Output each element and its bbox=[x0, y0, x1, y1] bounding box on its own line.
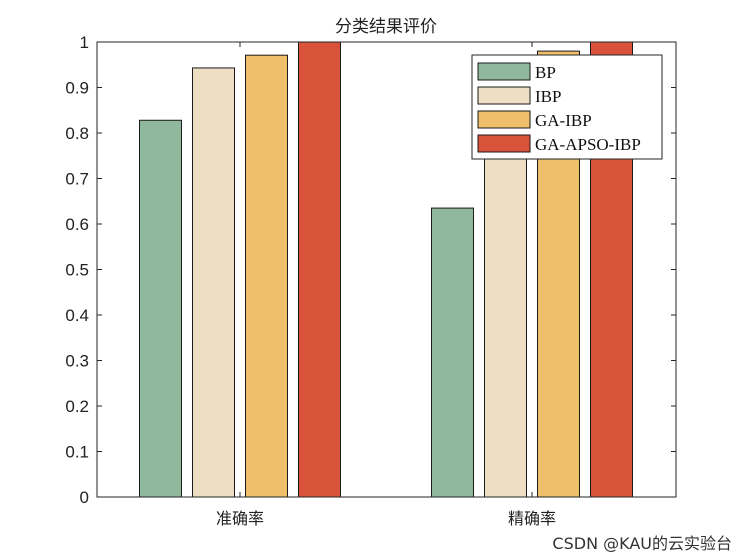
bar-ga-ibp-1 bbox=[245, 54, 288, 498]
legend-label-ga-apso-ibp: GA-APSO-IBP bbox=[535, 135, 641, 154]
y-tick-label: 1 bbox=[80, 33, 89, 52]
y-ticks-group: 0 0.1 0.2 0.3 0.4 0.5 0.6 0.7 0.8 0.9 1 bbox=[65, 33, 676, 507]
legend-label-ga-ibp: GA-IBP bbox=[535, 111, 592, 130]
x-tick-label: 精确率 bbox=[508, 509, 556, 528]
y-tick-label: 0.2 bbox=[65, 397, 89, 416]
y-tick-label: 0.3 bbox=[65, 352, 89, 371]
y-tick-label: 0.5 bbox=[65, 261, 89, 280]
y-tick-label: 0.8 bbox=[65, 124, 89, 143]
bar-ibp-1 bbox=[192, 67, 235, 498]
bar-ga-apso-ibp-1 bbox=[298, 41, 341, 498]
legend-swatch-ga-apso-ibp bbox=[477, 134, 531, 153]
y-tick-label: 0.4 bbox=[65, 306, 89, 325]
y-tick-label: 0 bbox=[80, 488, 89, 507]
x-tick-label: 准确率 bbox=[216, 509, 264, 528]
bar-ibp-2 bbox=[484, 134, 527, 498]
bar-bp-2 bbox=[431, 207, 474, 498]
legend: BP IBP GA-IBP GA-APSO-IBP bbox=[471, 54, 663, 160]
legend-swatch-bp bbox=[477, 62, 531, 81]
chart-title: 分类结果评价 bbox=[335, 17, 437, 37]
bar-bp-1 bbox=[139, 119, 182, 498]
legend-swatch-ibp bbox=[477, 86, 531, 105]
legend-label-bp: BP bbox=[535, 63, 556, 82]
y-tick-label: 0.1 bbox=[65, 443, 89, 462]
x-ticks-group: 准确率 精确率 bbox=[216, 42, 556, 528]
y-tick-label: 0.6 bbox=[65, 215, 89, 234]
legend-label-ibp: IBP bbox=[535, 87, 561, 106]
watermark: CSDN @KAU的云实验台 bbox=[552, 534, 732, 553]
y-tick-label: 0.9 bbox=[65, 79, 89, 98]
legend-swatch-ga-ibp bbox=[477, 110, 531, 129]
y-tick-label: 0.7 bbox=[65, 170, 89, 189]
